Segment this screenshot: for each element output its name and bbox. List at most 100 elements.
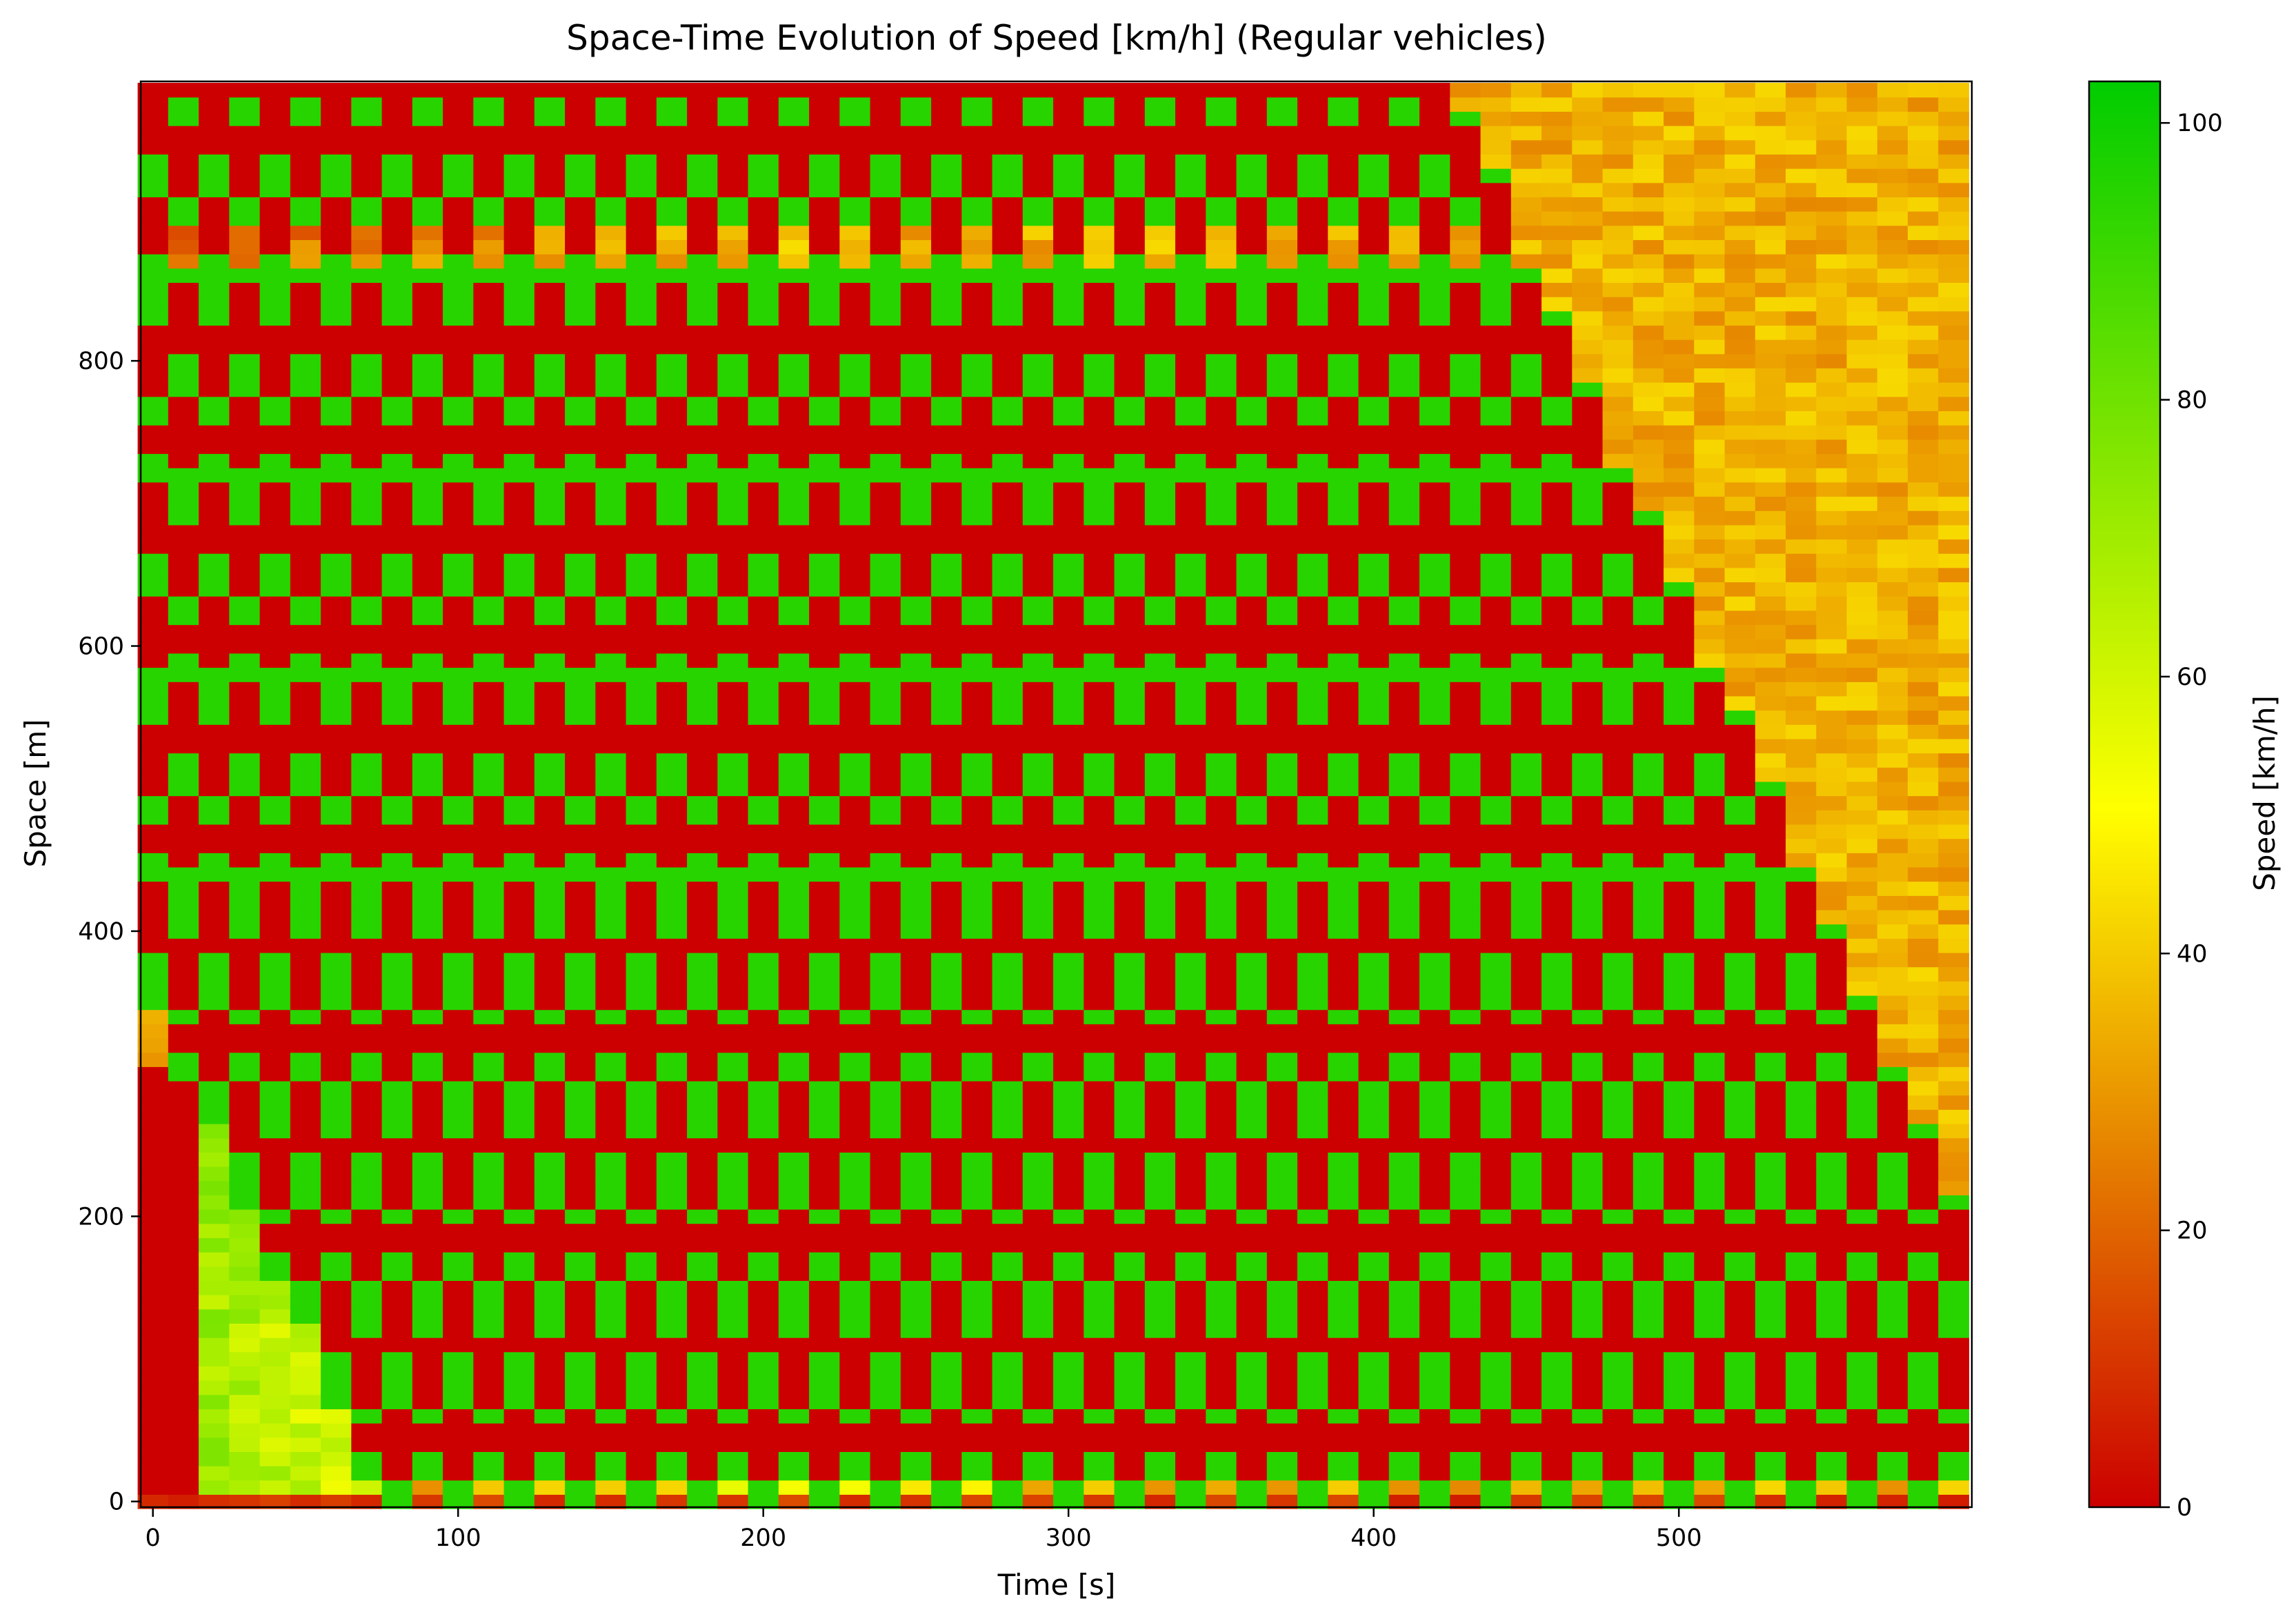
- heatmap-cell: [473, 881, 505, 896]
- heatmap-cell: [1480, 1052, 1512, 1067]
- heatmap-cell: [748, 339, 779, 355]
- heatmap-cell: [1419, 1309, 1450, 1324]
- heatmap-cell: [229, 368, 261, 383]
- heatmap-cell: [1450, 567, 1481, 583]
- heatmap-cell: [137, 1409, 169, 1424]
- heatmap-cell: [839, 1109, 871, 1124]
- heatmap-cell: [503, 952, 535, 968]
- heatmap-cell: [381, 1380, 413, 1395]
- heatmap-cell: [1175, 1280, 1206, 1295]
- heatmap-cell: [443, 767, 474, 782]
- heatmap-cell: [931, 1195, 962, 1210]
- heatmap-cell: [381, 1337, 413, 1353]
- heatmap-cell: [229, 1237, 261, 1253]
- heatmap-cell: [1297, 966, 1328, 982]
- heatmap-cell: [259, 1209, 291, 1224]
- heatmap-cell: [839, 853, 871, 868]
- heatmap-cell: [809, 738, 840, 754]
- heatmap-cell: [168, 610, 199, 626]
- heatmap-cell: [1328, 1052, 1359, 1067]
- heatmap-cell: [381, 1080, 413, 1096]
- heatmap-cell: [595, 653, 627, 668]
- heatmap-cell: [1114, 410, 1146, 426]
- heatmap-cell: [381, 596, 413, 611]
- heatmap-cell: [1175, 1009, 1206, 1024]
- heatmap-cell: [1053, 567, 1084, 583]
- heatmap-cell: [137, 938, 169, 953]
- heatmap-cell: [1510, 1437, 1542, 1452]
- heatmap-cell: [1450, 1209, 1481, 1224]
- heatmap-cell: [717, 710, 749, 725]
- heatmap-cell: [687, 83, 718, 98]
- heatmap-cell: [351, 952, 383, 968]
- heatmap-cell: [443, 1480, 474, 1495]
- heatmap-cell: [900, 596, 932, 611]
- heatmap-cell: [839, 325, 871, 340]
- heatmap-cell: [1450, 610, 1481, 626]
- heatmap-cell: [748, 282, 779, 297]
- heatmap-cell: [412, 1252, 443, 1267]
- heatmap-cell: [1266, 197, 1298, 212]
- heatmap-cell: [168, 1066, 199, 1082]
- heatmap-cell: [259, 425, 291, 440]
- heatmap-cell: [1297, 1223, 1328, 1238]
- heatmap-cell: [168, 1052, 199, 1067]
- heatmap-cell: [717, 1409, 749, 1424]
- heatmap-cell: [321, 695, 352, 711]
- heatmap-cell: [473, 866, 505, 882]
- heatmap-cell: [1236, 168, 1268, 183]
- heatmap-cell: [717, 168, 749, 183]
- heatmap-cell: [1541, 981, 1573, 996]
- heatmap-cell: [1450, 1323, 1481, 1338]
- heatmap-cell: [656, 353, 688, 369]
- heatmap-cell: [1510, 753, 1542, 768]
- heatmap-cell: [1266, 254, 1298, 269]
- heatmap-cell: [961, 1437, 993, 1452]
- heatmap-cell: [1236, 97, 1268, 112]
- heatmap-cell: [1480, 168, 1512, 183]
- heatmap-cell: [656, 225, 688, 241]
- heatmap-cell: [778, 353, 810, 369]
- heatmap-cell: [1633, 1123, 1664, 1139]
- heatmap-cell: [717, 966, 749, 982]
- heatmap-cell: [1602, 1237, 1634, 1253]
- heatmap-cell: [1266, 1337, 1298, 1353]
- heatmap-cell: [229, 1437, 261, 1452]
- heatmap-cell: [656, 1152, 688, 1167]
- heatmap-cell: [1419, 97, 1450, 112]
- heatmap-cell: [1450, 1351, 1481, 1366]
- heatmap-cell: [381, 1123, 413, 1139]
- heatmap-cell: [1450, 353, 1481, 369]
- heatmap-cell: [1388, 838, 1420, 853]
- heatmap-cell: [1602, 1323, 1634, 1338]
- heatmap-cell: [839, 653, 871, 668]
- heatmap-cell: [229, 753, 261, 768]
- heatmap-cell: [351, 139, 383, 155]
- heatmap-cell: [778, 624, 810, 639]
- heatmap-cell: [656, 753, 688, 768]
- heatmap-cell: [473, 966, 505, 982]
- heatmap-cell: [839, 353, 871, 369]
- heatmap-cell: [534, 853, 566, 868]
- heatmap-cell: [1602, 966, 1634, 982]
- heatmap-cell: [290, 1024, 321, 1039]
- heatmap-cell: [1572, 182, 1604, 198]
- heatmap-cell: [1358, 567, 1390, 583]
- heatmap-cell: [717, 1152, 749, 1167]
- heatmap-cell: [778, 282, 810, 297]
- heatmap-cell: [1236, 781, 1268, 797]
- heatmap-cell: [656, 695, 688, 711]
- heatmap-cell: [656, 1394, 688, 1409]
- heatmap-cell: [1144, 111, 1176, 126]
- heatmap-cell: [1297, 667, 1328, 682]
- heatmap-cell: [656, 895, 688, 911]
- heatmap-cell: [1144, 481, 1176, 497]
- heatmap-cell: [1633, 1309, 1664, 1324]
- heatmap-cell: [199, 1109, 230, 1124]
- heatmap-cell: [1633, 496, 1664, 511]
- heatmap-cell: [1358, 282, 1390, 297]
- heatmap-cell: [290, 254, 321, 269]
- heatmap-cell: [1510, 1195, 1542, 1210]
- heatmap-cell: [595, 225, 627, 241]
- heatmap-cell: [473, 282, 505, 297]
